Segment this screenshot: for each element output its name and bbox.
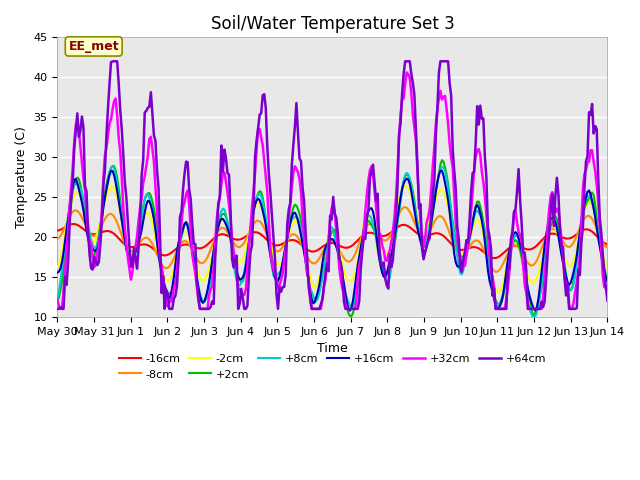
+32cm	[219, 170, 227, 176]
-2cm	[236, 259, 244, 265]
+16cm	[604, 278, 611, 284]
-8cm	[294, 235, 302, 240]
+8cm	[604, 277, 611, 283]
-8cm	[121, 240, 129, 246]
-16cm	[122, 243, 130, 249]
-2cm	[576, 229, 584, 235]
+2cm	[438, 157, 446, 163]
+16cm	[436, 168, 444, 173]
+16cm	[294, 217, 302, 223]
+32cm	[604, 283, 611, 288]
+32cm	[122, 241, 130, 247]
X-axis label: Time: Time	[317, 342, 348, 355]
+8cm	[576, 238, 584, 243]
+8cm	[246, 226, 254, 231]
Y-axis label: Temperature (C): Temperature (C)	[15, 126, 28, 228]
+16cm	[121, 238, 129, 244]
+16cm	[54, 270, 61, 276]
+2cm	[346, 313, 354, 319]
Legend: -16cm, -8cm, -2cm, +2cm, +8cm, +16cm, +32cm, +64cm: -16cm, -8cm, -2cm, +2cm, +8cm, +16cm, +3…	[114, 349, 551, 384]
+8cm	[237, 280, 245, 286]
-8cm	[401, 204, 409, 210]
-16cm	[237, 236, 245, 242]
+8cm	[219, 206, 227, 212]
+32cm	[237, 292, 245, 298]
-8cm	[218, 225, 225, 231]
+8cm	[530, 314, 538, 320]
-2cm	[121, 234, 129, 240]
-8cm	[54, 236, 61, 241]
-16cm	[576, 229, 584, 235]
+2cm	[236, 277, 244, 283]
+32cm	[246, 225, 254, 230]
+32cm	[576, 253, 584, 259]
Line: +16cm: +16cm	[58, 170, 607, 311]
-2cm	[604, 264, 611, 269]
+32cm	[54, 297, 61, 302]
+2cm	[604, 278, 611, 284]
+64cm	[122, 194, 130, 200]
+8cm	[109, 163, 116, 169]
-16cm	[296, 240, 303, 246]
-2cm	[495, 290, 502, 296]
-8cm	[492, 269, 499, 275]
+2cm	[576, 236, 584, 241]
+2cm	[294, 206, 302, 212]
+16cm	[346, 308, 354, 313]
-8cm	[245, 230, 253, 236]
+64cm	[237, 286, 245, 292]
+64cm	[219, 169, 227, 175]
+16cm	[576, 228, 584, 234]
Line: -16cm: -16cm	[58, 224, 607, 258]
+64cm	[246, 249, 254, 255]
+2cm	[218, 213, 225, 218]
Line: +2cm: +2cm	[58, 160, 607, 316]
+64cm	[109, 59, 116, 64]
-16cm	[604, 241, 611, 247]
-8cm	[604, 245, 611, 251]
+8cm	[54, 296, 61, 301]
-2cm	[245, 231, 253, 237]
+8cm	[122, 245, 130, 251]
-2cm	[218, 217, 225, 223]
+64cm	[575, 267, 582, 273]
+64cm	[604, 298, 611, 303]
-16cm	[246, 230, 254, 236]
+64cm	[54, 306, 61, 312]
-16cm	[69, 221, 77, 227]
+32cm	[296, 176, 303, 181]
-2cm	[294, 220, 302, 226]
+16cm	[236, 276, 244, 282]
+32cm	[56, 306, 64, 312]
-16cm	[54, 228, 61, 233]
Line: +8cm: +8cm	[58, 166, 607, 317]
+2cm	[54, 298, 61, 303]
-2cm	[54, 265, 61, 271]
+16cm	[218, 216, 225, 222]
+8cm	[296, 220, 303, 226]
Line: -2cm: -2cm	[58, 186, 607, 293]
Title: Soil/Water Temperature Set 3: Soil/Water Temperature Set 3	[211, 15, 454, 33]
+32cm	[403, 70, 411, 75]
Text: EE_met: EE_met	[68, 40, 119, 53]
-16cm	[219, 231, 227, 237]
Line: +32cm: +32cm	[58, 72, 607, 309]
-8cm	[236, 244, 244, 250]
+2cm	[245, 243, 253, 249]
Line: -8cm: -8cm	[58, 207, 607, 272]
+2cm	[121, 234, 129, 240]
+64cm	[296, 156, 303, 161]
Line: +64cm: +64cm	[58, 61, 607, 309]
-16cm	[490, 255, 498, 261]
-8cm	[576, 225, 584, 231]
+16cm	[245, 240, 253, 245]
-2cm	[401, 183, 409, 189]
